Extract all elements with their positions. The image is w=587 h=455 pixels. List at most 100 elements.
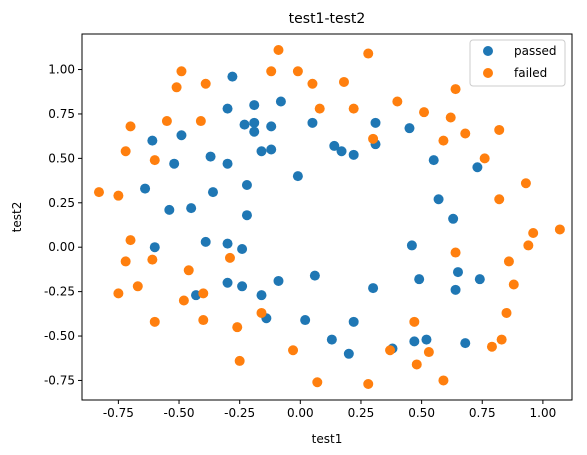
plot-frame <box>81 33 573 401</box>
point-failed <box>450 84 461 95</box>
point-passed <box>140 183 151 194</box>
legend-label-failed: failed <box>514 66 547 80</box>
y-tick-label: -0.50 <box>44 329 75 343</box>
point-passed <box>239 119 250 130</box>
point-passed <box>343 348 354 359</box>
point-failed <box>496 334 507 345</box>
point-failed <box>554 224 565 235</box>
point-failed <box>501 307 512 318</box>
point-failed <box>528 227 539 238</box>
legend-marker-passed <box>483 46 493 56</box>
point-passed <box>200 236 211 247</box>
point-passed <box>241 180 252 191</box>
y-axis-label: test2 <box>10 202 24 233</box>
point-passed <box>448 213 459 224</box>
point-failed <box>409 316 420 327</box>
point-failed <box>232 322 243 333</box>
point-passed <box>452 267 463 278</box>
legend-label-passed: passed <box>514 44 556 58</box>
point-failed <box>266 66 277 77</box>
point-failed <box>338 76 349 87</box>
legend: passed failed <box>469 39 566 87</box>
point-passed <box>336 146 347 157</box>
point-failed <box>523 240 534 251</box>
y-tick-label: 1.00 <box>48 63 75 77</box>
y-tick-label: 0.50 <box>48 151 75 165</box>
point-passed <box>273 275 284 286</box>
x-tick-label: 0.50 <box>408 406 435 420</box>
point-failed <box>494 194 505 205</box>
point-failed <box>273 44 284 55</box>
point-failed <box>392 96 403 107</box>
point-failed <box>494 124 505 135</box>
point-failed <box>450 247 461 258</box>
point-failed <box>508 279 519 290</box>
point-failed <box>200 78 211 89</box>
point-passed <box>186 203 197 214</box>
point-failed <box>503 256 514 267</box>
point-passed <box>227 71 238 82</box>
point-passed <box>237 281 248 292</box>
point-passed <box>249 126 260 137</box>
x-tick-label: -0.50 <box>163 406 194 420</box>
point-failed <box>178 295 189 306</box>
point-failed <box>312 377 323 388</box>
point-passed <box>292 171 303 182</box>
point-passed <box>266 144 277 155</box>
point-passed <box>368 283 379 294</box>
y-tick-label: -0.75 <box>44 373 75 387</box>
point-passed <box>147 135 158 146</box>
point-passed <box>222 103 233 114</box>
x-tick-label: 0.00 <box>287 406 314 420</box>
point-failed <box>149 155 160 166</box>
point-passed <box>421 334 432 345</box>
point-failed <box>120 256 131 267</box>
point-passed <box>237 243 248 254</box>
point-failed <box>368 133 379 144</box>
point-passed <box>249 117 260 128</box>
point-failed <box>460 128 471 139</box>
point-passed <box>249 100 260 111</box>
points-layer <box>93 44 565 390</box>
point-passed <box>256 290 267 301</box>
point-passed <box>169 158 180 169</box>
point-passed <box>474 274 485 285</box>
point-passed <box>222 277 233 288</box>
point-failed <box>198 288 209 299</box>
point-passed <box>406 240 417 251</box>
point-failed <box>363 379 374 390</box>
point-failed <box>423 347 434 358</box>
point-passed <box>460 338 471 349</box>
point-passed <box>222 158 233 169</box>
point-passed <box>309 270 320 281</box>
point-passed <box>414 274 425 285</box>
point-passed <box>241 210 252 221</box>
point-failed <box>486 341 497 352</box>
point-passed <box>275 96 286 107</box>
point-passed <box>307 117 318 128</box>
point-passed <box>176 130 187 141</box>
point-failed <box>125 235 136 246</box>
point-failed <box>93 187 104 198</box>
point-failed <box>479 153 490 164</box>
point-passed <box>409 336 420 347</box>
point-failed <box>348 103 359 114</box>
point-passed <box>428 155 439 166</box>
x-axis-label: test1 <box>312 432 343 446</box>
point-failed <box>113 190 124 201</box>
legend-marker-failed <box>483 68 493 78</box>
point-passed <box>433 194 444 205</box>
point-passed <box>149 242 160 253</box>
point-failed <box>314 103 325 114</box>
x-tick-label: 1.00 <box>530 406 557 420</box>
point-failed <box>195 116 206 127</box>
point-passed <box>450 284 461 295</box>
y-tick-label: 0.75 <box>48 107 75 121</box>
point-passed <box>266 121 277 132</box>
point-failed <box>363 48 374 59</box>
point-failed <box>132 281 143 292</box>
chart-title: test1-test2 <box>289 11 366 27</box>
point-passed <box>207 187 218 198</box>
y-tick-label: 0.25 <box>48 196 75 210</box>
